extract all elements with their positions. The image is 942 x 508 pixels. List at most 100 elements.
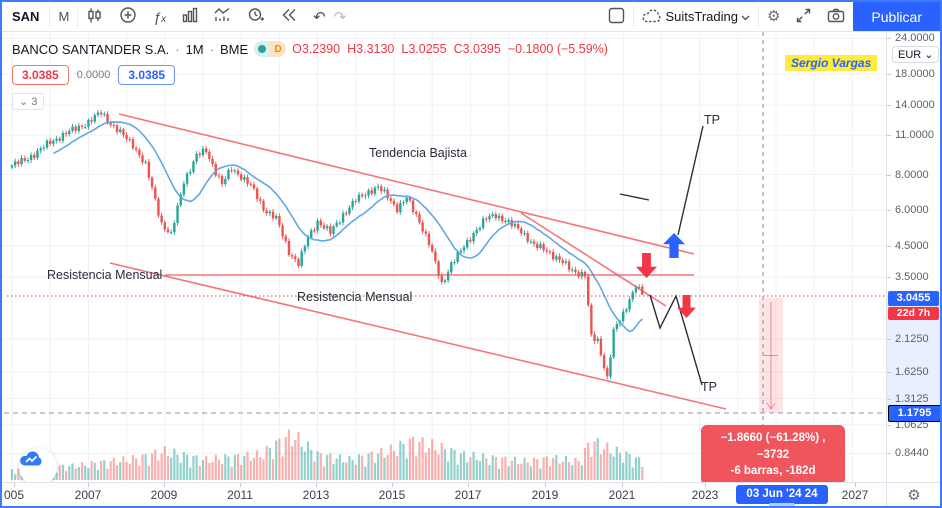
time-tick-label: 2027 <box>841 488 869 502</box>
replay-button[interactable] <box>273 3 305 31</box>
chevron-down-icon <box>741 9 750 24</box>
price-tick-label: 0.8440 <box>895 447 929 460</box>
toolbar-separator <box>49 5 51 28</box>
chart-pane[interactable]: BANCO SANTANDER S.A. · 1M · BME D O3.239… <box>2 32 886 482</box>
measure-tooltip: −1.8660 (−61.28%) , −3732 -6 barras, -18… <box>701 425 845 482</box>
price-tick-label: 18.0000 <box>895 68 935 80</box>
broker-cloud-button[interactable] <box>19 448 57 482</box>
price-chart-canvas[interactable] <box>2 32 886 482</box>
snapshot-button[interactable] <box>819 3 853 31</box>
trendline-drawing[interactable] <box>118 113 695 255</box>
fullscreen-button[interactable] <box>788 3 819 31</box>
ohlc-values: O3.2390 H3.3130 L3.0255 C3.0395 −0.1800 … <box>292 42 608 56</box>
black-line-drawing[interactable] <box>619 193 650 201</box>
user-drawings[interactable] <box>4 32 885 481</box>
price-axis[interactable]: 24.0000 18.0000 14.0000 11.0000 8.0000 6.0000… <box>886 32 940 482</box>
patterns-button[interactable] <box>206 3 239 31</box>
time-tick-label: 2009 <box>150 488 178 502</box>
compare-plus-icon <box>119 6 137 27</box>
time-tick-label: 005 <box>3 488 25 502</box>
down-arrow-drawing[interactable] <box>636 253 657 278</box>
bar-countdown-badge: 22d 7h <box>888 307 939 320</box>
down-arrow-drawing[interactable] <box>677 295 696 318</box>
candlestick-series <box>10 109 644 380</box>
drawing-label[interactable]: Resistencia Mensual <box>47 268 163 282</box>
price-tick-label: 1.3125 <box>895 392 929 405</box>
close-value: C3.0395 <box>453 42 501 56</box>
camera-icon <box>827 8 845 26</box>
chevron-down-icon: ⌄ <box>19 96 29 108</box>
drawing-label[interactable]: TP <box>704 113 720 127</box>
time-tick-mark <box>316 483 317 487</box>
black-line-drawing[interactable] <box>677 125 704 236</box>
axis-settings-gear-icon[interactable]: ⚙ <box>907 486 921 504</box>
time-tick-label: 2019 <box>531 488 559 502</box>
symbol-search-button[interactable]: SAN <box>12 9 40 24</box>
time-tick-label: 2017 <box>454 488 482 502</box>
interval-button[interactable]: M <box>58 9 70 24</box>
time-tick-mark <box>88 483 89 487</box>
bar-chart-icon <box>182 7 198 26</box>
volume-series <box>10 429 644 480</box>
price-tick-mark <box>887 338 891 340</box>
price-tick-label: 8.0000 <box>895 168 929 181</box>
time-tick-mark <box>468 483 469 487</box>
cloud-account-button[interactable]: SuitsTrading <box>634 3 758 31</box>
order-panel: 3.0385 0.0000 3.0385 <box>12 65 176 85</box>
buy-price-button[interactable]: 3.0385 <box>118 65 176 85</box>
spread-value: 0.0000 <box>76 69 111 81</box>
time-tick-label: 2015 <box>378 488 406 502</box>
currency-label: EUR <box>898 48 922 61</box>
chart-legend[interactable]: BANCO SANTANDER S.A. · 1M · BME D O3.239… <box>12 41 608 57</box>
trendline-drawing[interactable] <box>520 212 667 307</box>
legend-separator: · <box>175 41 180 57</box>
chart-style-button[interactable] <box>78 3 111 31</box>
drawing-level-badge: 1.1795 <box>888 405 940 422</box>
toolbar-separator <box>77 5 79 28</box>
zigzag-projection-drawing[interactable] <box>649 294 703 386</box>
undo-button[interactable]: ↶ <box>313 8 326 26</box>
author-watermark: Sergio Vargas <box>785 55 878 71</box>
templates-button[interactable] <box>174 3 206 31</box>
account-name: SuitsTrading <box>665 9 738 24</box>
indicators-button[interactable]: ƒx <box>145 3 174 31</box>
time-axis[interactable]: 005 2007 2009 2011 2013 2015 2017 2019 2021 2023 2… <box>2 482 886 506</box>
time-tick-mark <box>855 483 856 487</box>
compare-button[interactable] <box>111 3 145 31</box>
legend-separator: · <box>209 41 214 57</box>
patterns-icon <box>214 7 231 26</box>
price-tick-mark <box>887 74 891 75</box>
grid <box>2 32 886 482</box>
settings-gear-icon[interactable]: ⚙ <box>766 8 781 25</box>
redo-button[interactable]: ↷ <box>333 8 347 26</box>
time-tick-mark <box>164 483 165 487</box>
market-status-badge[interactable]: D <box>254 41 287 57</box>
object-tree-row: ⌄ 3 <box>12 92 45 110</box>
time-tick-label: 2013 <box>302 488 330 502</box>
up-arrow-drawing[interactable] <box>663 233 685 258</box>
toolbar-separator <box>757 5 759 28</box>
price-tick-label: 4.5000 <box>895 239 929 252</box>
time-tick-label: 2023 <box>691 488 719 502</box>
measure-line2: -6 barras, -182d <box>730 465 816 478</box>
candles-style-icon <box>86 7 103 27</box>
fullscreen-icon <box>796 8 811 26</box>
layout-select-button[interactable] <box>600 3 633 31</box>
trendline-drawing[interactable] <box>109 262 727 410</box>
collapse-indicators-button[interactable]: ⌄ 3 <box>12 93 45 110</box>
price-tick-mark <box>887 135 891 137</box>
sell-price-button[interactable]: 3.0385 <box>12 65 69 85</box>
publish-button[interactable]: Publicar <box>853 2 940 31</box>
time-tick-mark <box>392 483 393 487</box>
low-value: L3.0255 <box>401 42 447 56</box>
date-badge-handle[interactable] <box>769 503 795 506</box>
time-tick-label: 2021 <box>608 488 636 502</box>
drawing-label[interactable]: Resistencia Mensual <box>297 290 413 304</box>
alert-button[interactable] <box>239 3 273 31</box>
drawing-label[interactable]: Tendencia Bajista <box>369 146 467 160</box>
currency-dropdown[interactable]: EUR ⌄ <box>892 46 940 63</box>
price-tick-label: 3.5000 <box>895 271 929 284</box>
drawing-label[interactable]: TP <box>701 380 717 394</box>
legend-exchange: BME <box>219 41 249 57</box>
time-tick-mark <box>622 483 623 487</box>
